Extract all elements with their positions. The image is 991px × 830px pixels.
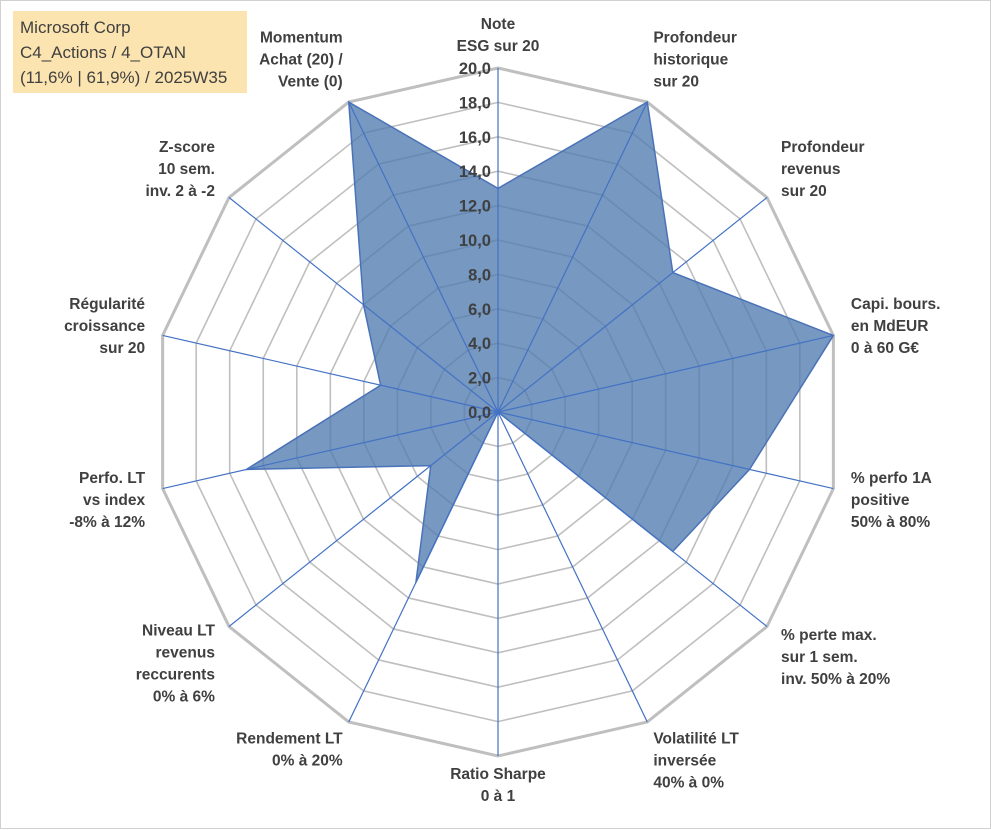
- axis-spoke: [162, 334, 499, 413]
- category-label-line: croissance: [64, 318, 145, 335]
- category-label-line: % perfo 1A: [851, 470, 932, 487]
- axis-spoke: [497, 411, 768, 627]
- category-label-line: ESG sur 20: [457, 38, 540, 55]
- category-label-line: Note: [481, 16, 516, 33]
- series-layer: [243, 100, 835, 583]
- axis-spoke: [228, 197, 499, 413]
- category-label-line: Volatilité LT: [653, 731, 739, 748]
- axis-spoke: [348, 101, 499, 413]
- series-area: [243, 100, 835, 583]
- category-label-line: Z-score: [159, 139, 215, 156]
- category-label-line: inversée: [653, 753, 716, 770]
- info-box-company: Microsoft Corp: [20, 18, 131, 37]
- tick-label: 12,0: [459, 198, 491, 216]
- category-label: Volatilité LT inversée 40% à 0%: [653, 731, 739, 792]
- category-label-line: % perte max.: [781, 627, 877, 644]
- category-label-line: 0% à 6%: [153, 688, 215, 705]
- category-label-line: sur 20: [653, 73, 699, 90]
- info-box-category: C4_Actions / 4_OTAN: [20, 43, 186, 62]
- category-label: Capi. bours. en MdEUR 0 à 60 G€: [851, 296, 941, 357]
- category-label: Rendement LT 0% à 20%: [236, 731, 343, 770]
- info-box: Microsoft Corp C4_Actions / 4_OTAN (11,6…: [13, 11, 247, 93]
- category-label-line: sur 20: [99, 340, 145, 357]
- category-label-line: Perfo. LT: [79, 470, 146, 487]
- category-label-line: en MdEUR: [851, 318, 929, 335]
- radial-tick-labels: 0,0 2,0 4,0 6,0 8,0 10,0 12,0 14,0 16,0 18,0 20,0: [459, 60, 491, 422]
- category-label-line: Profondeur: [781, 139, 865, 156]
- category-label: Momentum Achat (20) / Vente (0): [259, 29, 343, 90]
- category-label-line: revenus: [781, 161, 840, 178]
- category-label: Régularité croissance sur 20: [64, 296, 145, 357]
- category-label-line: sur 20: [781, 183, 827, 200]
- category-label-line: Profondeur: [653, 29, 737, 46]
- tick-label: 16,0: [459, 129, 491, 147]
- category-label-line: 0% à 20%: [272, 753, 343, 770]
- category-label-line: -8% à 12%: [69, 514, 145, 531]
- category-label: Niveau LT revenus reccurents 0% à 6%: [136, 622, 216, 705]
- tick-label: 18,0: [459, 94, 491, 112]
- category-label: Ratio Sharpe 0 à 1: [450, 766, 546, 805]
- radar-spokes: [162, 68, 834, 756]
- tick-label: 20,0: [459, 60, 491, 78]
- tick-label: 14,0: [459, 163, 491, 181]
- axis-spoke: [228, 411, 499, 627]
- tick-label: 2,0: [468, 370, 491, 388]
- category-label-line: sur 1 sem.: [781, 649, 858, 666]
- category-label: Profondeur historique sur 20: [653, 29, 737, 90]
- category-label-line: Ratio Sharpe: [450, 766, 546, 783]
- tick-label: 10,0: [459, 232, 491, 250]
- info-box-stats: (11,6% | 61,9%) / 2025W35: [20, 68, 228, 87]
- axis-spoke: [348, 411, 499, 723]
- category-label-line: 0 à 60 G€: [851, 340, 919, 357]
- axis-spoke: [497, 101, 648, 413]
- category-label: % perte max. sur 1 sem. inv. 50% à 20%: [781, 627, 890, 688]
- category-labels: Note ESG sur 20 Profondeur historique sur 20…: [64, 16, 940, 805]
- category-label-line: historique: [653, 51, 728, 68]
- category-label-line: Régularité: [69, 296, 145, 313]
- tick-label: 6,0: [468, 301, 491, 319]
- category-label-line: Rendement LT: [236, 731, 343, 748]
- category-label-line: reccurents: [136, 666, 215, 683]
- category-label-line: Vente (0): [278, 73, 343, 90]
- axis-spoke: [497, 334, 834, 413]
- axis-spoke: [497, 197, 768, 413]
- category-label-line: 40% à 0%: [653, 775, 724, 792]
- axis-spoke: [497, 411, 834, 490]
- category-label-line: Capi. bours.: [851, 296, 941, 313]
- category-label: Z-score 10 sem. inv. 2 à -2: [145, 139, 215, 200]
- category-label-line: Achat (20) /: [259, 51, 343, 68]
- category-label-line: revenus: [156, 644, 215, 661]
- axis-spoke: [162, 411, 499, 490]
- category-label-line: Niveau LT: [142, 622, 215, 639]
- tick-label: 0,0: [468, 404, 491, 422]
- tick-label: 8,0: [468, 266, 491, 284]
- category-label-line: inv. 50% à 20%: [781, 671, 890, 688]
- category-label-line: 0 à 1: [481, 788, 516, 805]
- category-label: Perfo. LT vs index -8% à 12%: [69, 470, 145, 531]
- category-label-line: Momentum: [260, 29, 343, 46]
- category-label-line: 10 sem.: [158, 161, 215, 178]
- category-label: Note ESG sur 20: [457, 16, 540, 55]
- category-label: % perfo 1A positive 50% à 80%: [851, 470, 932, 531]
- category-label-line: inv. 2 à -2: [145, 183, 215, 200]
- tick-label: 4,0: [468, 335, 491, 353]
- category-label: Profondeur revenus sur 20: [781, 139, 865, 200]
- axis-spoke: [497, 411, 648, 723]
- category-label-line: vs index: [83, 492, 145, 509]
- category-label-line: 50% à 80%: [851, 514, 930, 531]
- category-label-line: positive: [851, 492, 910, 509]
